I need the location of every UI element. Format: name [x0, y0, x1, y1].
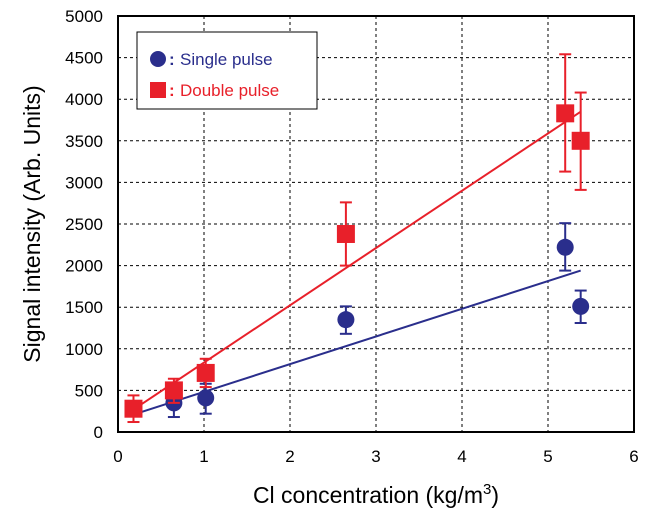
double-pulse-point — [196, 363, 215, 382]
y-tick-label: 500 — [75, 381, 103, 400]
double-pulse-point — [571, 131, 590, 150]
legend-double-pulse-prefix: : — [169, 81, 175, 100]
double-pulse-point — [164, 381, 183, 400]
x-axis-title-superscript: 3 — [483, 481, 491, 498]
y-tick-label: 4000 — [65, 90, 103, 109]
x-axis-title: Cl concentration (kg/m3) — [253, 481, 499, 508]
x-axis-title-main: Cl concentration (kg/m — [253, 482, 483, 508]
y-axis-title: Signal intensity (Arb. Units) — [19, 85, 45, 362]
y-tick-label: 3000 — [65, 173, 103, 192]
double-pulse-point — [556, 104, 575, 123]
x-tick-label: 4 — [457, 447, 466, 466]
x-axis-title-end: ) — [491, 482, 499, 508]
single-pulse-point — [556, 238, 574, 256]
legend-box — [136, 31, 318, 110]
y-tick-label: 1000 — [65, 340, 103, 359]
x-tick-label: 0 — [113, 447, 122, 466]
x-tick-label: 5 — [543, 447, 552, 466]
single-pulse-point — [572, 297, 590, 315]
legend: : Single pulse : Double pulse — [136, 31, 318, 110]
y-tick-label: 2000 — [65, 257, 103, 276]
legend-single-pulse-prefix: : — [169, 50, 175, 69]
x-tick-label: 3 — [371, 447, 380, 466]
y-tick-label: 1500 — [65, 298, 103, 317]
y-tick-label: 5000 — [65, 7, 103, 26]
y-tick-label: 2500 — [65, 215, 103, 234]
legend-single-pulse-marker — [150, 51, 166, 67]
single-pulse-point — [197, 389, 215, 407]
data-points — [124, 53, 590, 424]
single-pulse-point — [337, 311, 355, 329]
x-tick-label: 6 — [629, 447, 638, 466]
double-pulse-point — [336, 224, 355, 243]
double-pulse-point — [124, 399, 143, 418]
legend-double-pulse-marker — [150, 82, 166, 98]
x-tick-label: 2 — [285, 447, 294, 466]
y-tick-label: 0 — [94, 423, 103, 442]
x-tick-label: 1 — [199, 447, 208, 466]
plot-area-frame — [117, 15, 635, 433]
axis-ticks: 0 1 2 3 4 5 6 0 500 1000 1500 2000 2500 3000 3500 4000 4… — [65, 7, 639, 466]
y-tick-label: 3500 — [65, 132, 103, 151]
double-pulse-fit-line — [132, 110, 582, 411]
legend-double-pulse-label: Double pulse — [180, 81, 279, 100]
legend-single-pulse-label: Single pulse — [180, 50, 273, 69]
y-tick-label: 4500 — [65, 49, 103, 68]
